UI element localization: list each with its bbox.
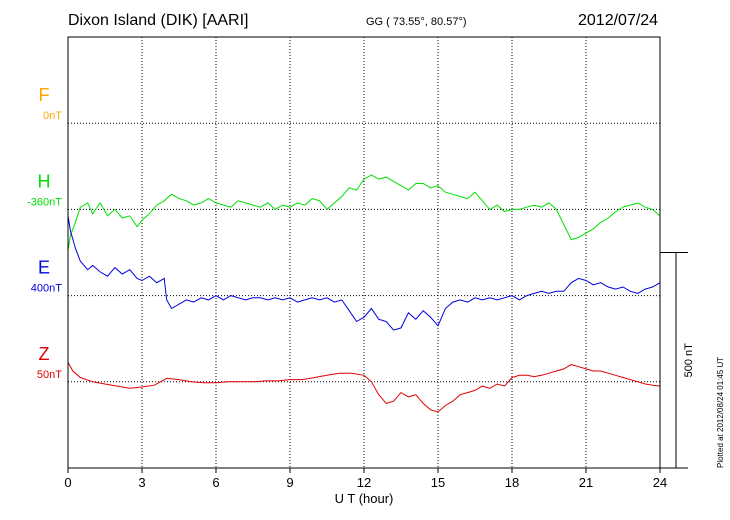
series-lines <box>67 174 661 413</box>
grid <box>68 37 660 468</box>
series-offset-z: 50nT <box>37 369 62 381</box>
series-line-e <box>67 215 661 331</box>
series-name-f: F <box>39 85 50 105</box>
x-tick-label: 3 <box>138 475 145 490</box>
series-name-e: E <box>38 258 50 278</box>
x-axis-ticks: 0 3 6 9 12 15 18 21 24 <box>64 468 667 490</box>
x-tick-label: 9 <box>286 475 293 490</box>
station-title: Dixon Island (DIK) [AARI] <box>68 12 249 29</box>
plotted-timestamp: Plotted at 2012/08/24 01:45 UT <box>716 356 725 468</box>
geographic-coordinates: GG ( 73.55°, 80.57°) <box>366 16 467 28</box>
series-name-z: Z <box>39 344 50 364</box>
series-offset-e: 400nT <box>31 283 62 295</box>
x-axis-label: U T (hour) <box>335 491 394 506</box>
series-name-h: H <box>38 171 51 191</box>
x-tick-label: 12 <box>357 475 371 490</box>
date-label: 2012/07/24 <box>578 12 659 29</box>
series-line-z <box>67 362 661 413</box>
x-tick-label: 15 <box>431 475 445 490</box>
series-line-h <box>67 174 661 251</box>
series-offset-h: -360nT <box>27 196 62 208</box>
x-tick-label: 18 <box>505 475 519 490</box>
scale-bar-label: 500 nT <box>683 343 695 378</box>
scale-bar: 500 nT <box>660 252 695 469</box>
x-tick-label: 24 <box>653 475 667 490</box>
x-tick-label: 6 <box>212 475 219 490</box>
series-offset-f: 0nT <box>43 110 62 122</box>
series-labels: F 0nT H -360nT E 400nT Z 50nT <box>27 85 62 381</box>
x-tick-label: 0 <box>64 475 71 490</box>
x-tick-label: 21 <box>579 475 593 490</box>
